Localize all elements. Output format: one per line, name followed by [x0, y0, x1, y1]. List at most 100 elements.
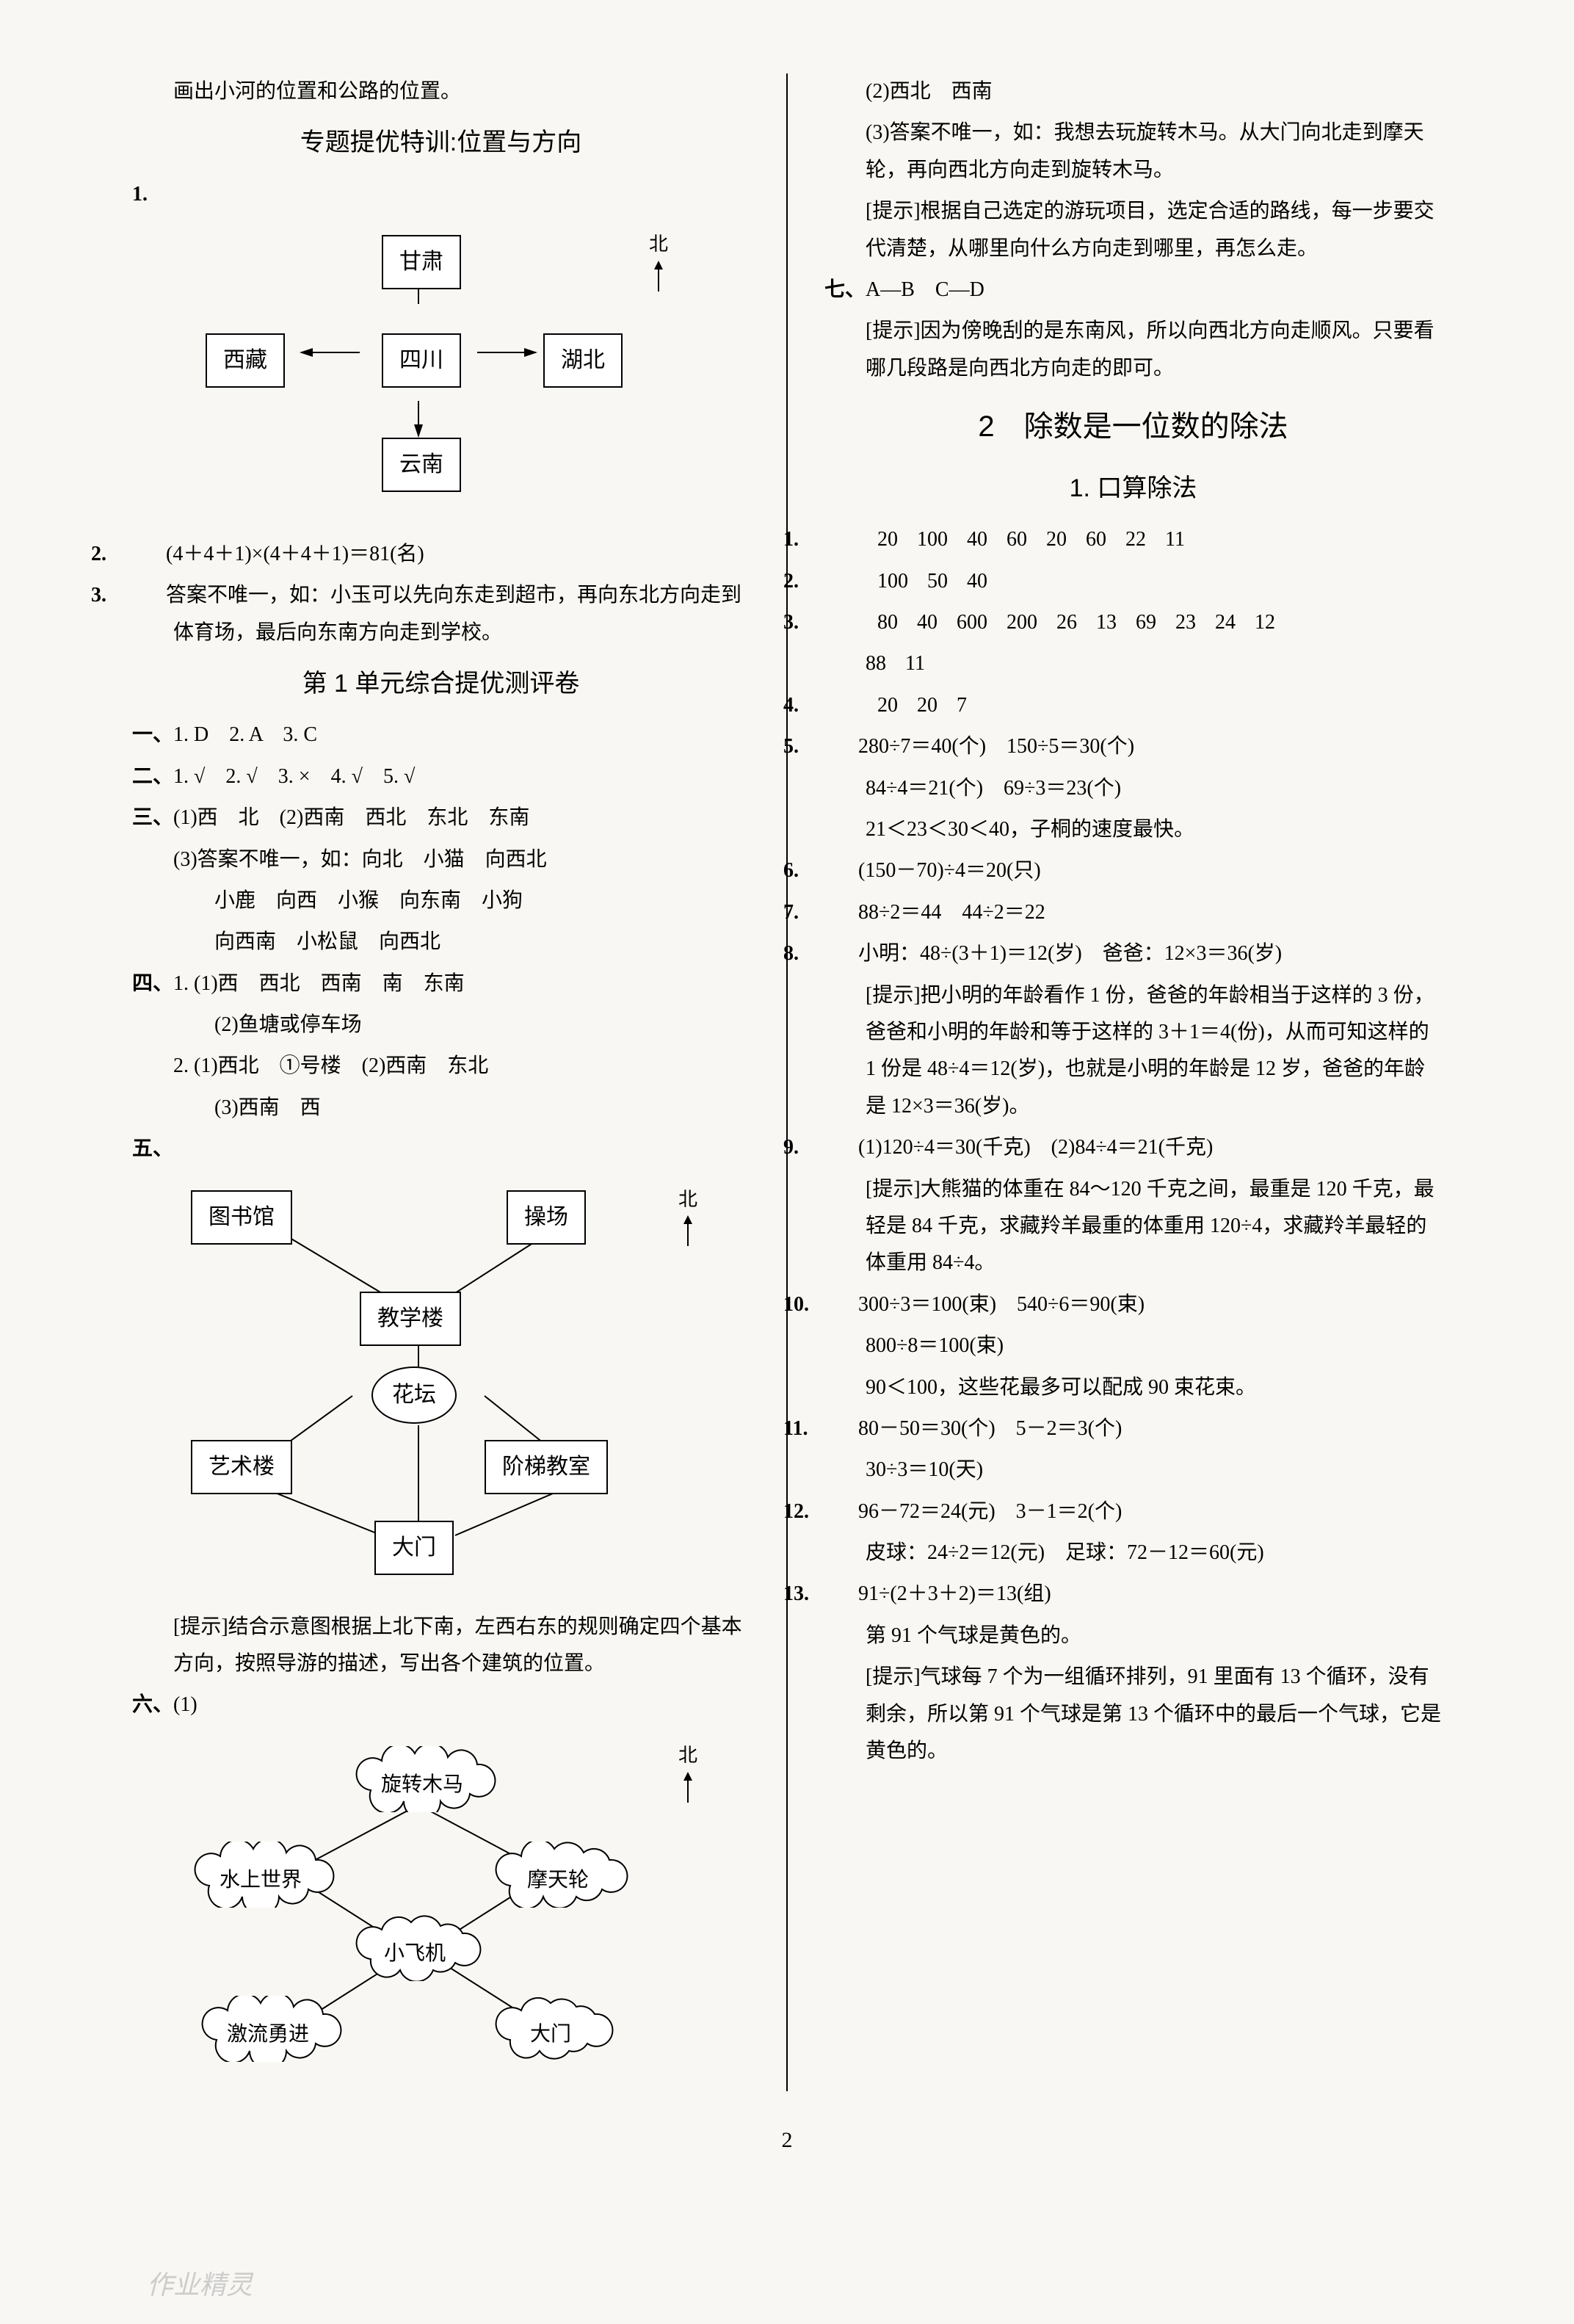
left-column: 画出小河的位置和公路的位置。 专题提优特训:位置与方向 1. 甘肃 西藏 四川 … — [132, 73, 750, 2091]
rq2-v2: 40 — [967, 570, 987, 593]
sec1: 一、1. D 2. A 3. C — [132, 717, 750, 753]
rq11-l1: 11.80－50＝30(个) 5－2＝3(个) — [824, 1411, 1442, 1447]
sec5-gate: 大门 — [374, 1521, 454, 1575]
sec6-br-label: 大门 — [485, 2016, 617, 2053]
rq4-v1: 20 — [917, 694, 937, 717]
sec2-i2: 3. × — [278, 765, 311, 788]
rq9-t1: (1)120÷4＝30(千克) (2)84÷4＝21(千克) — [858, 1136, 1213, 1159]
sec6-r: 摩天轮 — [485, 1842, 631, 1920]
rq3-v2: 600 — [957, 611, 987, 634]
rq7-num: 7. — [824, 894, 858, 931]
north-arrow-icon-5 — [687, 1217, 689, 1246]
rq3-v1: 40 — [917, 611, 937, 634]
q1-num: 1. — [132, 176, 166, 213]
rq3-v3: 200 — [1007, 611, 1037, 634]
sec2-i4: 5. √ — [383, 765, 415, 788]
q1-node-top: 甘肃 — [382, 235, 461, 289]
rq3-v0: 80 — [877, 611, 898, 634]
q2-num: 2. — [132, 536, 166, 573]
chapter-title: 2 除数是一位数的除法 — [824, 400, 1442, 453]
sec6-sub1: (1) — [173, 1693, 197, 1716]
rq13-num: 13. — [824, 1576, 858, 1612]
rq3-num: 3. — [824, 604, 858, 641]
sec4-l1: 四、1. (1)西 西北 西南 南 东南 — [132, 966, 750, 1002]
sec5-tl: 图书馆 — [191, 1190, 292, 1245]
sec6-l: 水上世界 — [184, 1842, 338, 1920]
page-columns: 画出小河的位置和公路的位置。 专题提优特训:位置与方向 1. 甘肃 西藏 四川 … — [132, 73, 1442, 2091]
rq4-num: 4. — [824, 687, 858, 724]
rq8-num: 8. — [824, 935, 858, 972]
rq1-v2: 40 — [967, 528, 987, 551]
rq13-t1: 91÷(2＋3＋2)＝13(组) — [858, 1582, 1051, 1605]
q1-diagram: 甘肃 西藏 四川 湖北 云南 北 — [176, 228, 661, 521]
rq3-v4: 26 — [1056, 611, 1077, 634]
rq4: 4. 20 20 7 — [824, 687, 1442, 724]
rq11-l2: 30÷3＝10(天) — [824, 1452, 1442, 1488]
sec3-label: 三、 — [132, 800, 173, 836]
r-l2: (3)答案不唯一，如：我想去玩旋转木马。从大门向北走到摩天轮，再向西北方向走到旋… — [824, 115, 1442, 189]
sec4-label: 四、 — [132, 966, 173, 1002]
sec3-l4: 向西南 小松鼠 向西北 — [132, 924, 750, 960]
sec2-i0: 1. √ — [173, 765, 205, 788]
sec4-l3: 2. (1)西北 ①号楼 (2)西南 东北 — [132, 1048, 750, 1085]
sec2-label: 二、 — [132, 759, 173, 795]
sec1-i2: 3. C — [283, 723, 317, 746]
rq1: 1.20100406020602211 — [824, 521, 1442, 558]
rq9-num: 9. — [824, 1129, 858, 1166]
sec6-c-label: 小飞机 — [345, 1936, 485, 1972]
sec7-l2: [提示]因为傍晚刮的是东南风，所以向西北方向走顺风。只要看哪几段路是向西北方向走… — [824, 313, 1442, 387]
q3: 3.答案不唯一，如：小玉可以先向东走到超市，再向东北方向走到体育场，最后向东南方… — [132, 577, 750, 651]
rq1-v4: 20 — [1046, 528, 1067, 551]
sec1-label: 一、 — [132, 717, 173, 753]
rq7-t: 88÷2＝44 44÷2＝22 — [858, 901, 1045, 924]
sec6-c: 小飞机 — [345, 1915, 485, 1994]
sec6-top: 旋转木马 — [345, 1746, 499, 1825]
rq12-t1: 96－72＝24(元) 3－1＝2(个) — [858, 1500, 1122, 1523]
rq1-v5: 60 — [1086, 528, 1106, 551]
rq1-v0: 20 — [877, 528, 898, 551]
rq5-t1: 280÷7＝40(个) 150÷5＝30(个) — [858, 735, 1134, 758]
sec6-row: 六、(1) — [132, 1687, 750, 1723]
rq10-l1: 10.300÷3＝100(束) 540÷6＝90(束) — [824, 1286, 1442, 1323]
sec6-top-label: 旋转木马 — [345, 1767, 499, 1803]
sec2-i1: 2. √ — [225, 765, 257, 788]
sec6-north: 北 — [678, 1739, 697, 1803]
unit-title: 第 1 单元综合提优测评卷 — [132, 662, 750, 706]
sec5-bl: 艺术楼 — [191, 1440, 292, 1494]
rq4-v0: 20 — [877, 694, 898, 717]
q1-node-center: 四川 — [382, 333, 461, 388]
rq10-l3: 90＜100，这些花最多可以配成 90 束花束。 — [824, 1369, 1442, 1406]
rq3-v7: 23 — [1175, 611, 1196, 634]
sec6-bl: 激流勇进 — [191, 1996, 345, 2074]
right-column: (2)西北 西南 (3)答案不唯一，如：我想去玩旋转木马。从大门向北走到摩天轮，… — [824, 73, 1442, 2091]
north-label-5: 北 — [678, 1183, 697, 1217]
sec5-north: 北 — [678, 1183, 697, 1247]
page-number: 2 — [132, 2121, 1442, 2160]
r-l3: [提示]根据自己选定的游玩项目，选定合适的路线，每一步要交代清楚，从哪里向什么方… — [824, 193, 1442, 267]
rq5-l1: 5.280÷7＝40(个) 150÷5＝30(个) — [824, 728, 1442, 765]
column-divider — [786, 73, 788, 2091]
rq13-l2: 第 91 个气球是黄色的。 — [824, 1618, 1442, 1654]
rq5-l3: 21＜23＜30＜40，子桐的速度最快。 — [824, 811, 1442, 848]
rq10-t1: 300÷3＝100(束) 540÷6＝90(束) — [858, 1293, 1145, 1316]
sub-title: 1. 口算除法 — [824, 466, 1442, 511]
rq5-num: 5. — [824, 728, 858, 765]
rq12-l2: 皮球：24÷2＝12(元) 足球：72－12＝60(元) — [824, 1535, 1442, 1571]
rq6-num: 6. — [824, 853, 858, 889]
rq4-v2: 7 — [957, 694, 967, 717]
rq7: 7.88÷2＝44 44÷2＝22 — [824, 894, 1442, 931]
north-label-6: 北 — [678, 1739, 697, 1773]
rq3b: 8811 — [824, 645, 1442, 682]
rq13-hint: [提示]气球每 7 个为一组循环排列，91 里面有 13 个循环，没有剩余，所以… — [824, 1659, 1442, 1770]
sec6-r-label: 摩天轮 — [485, 1862, 631, 1899]
rq13-l1: 13.91÷(2＋3＋2)＝13(组) — [824, 1576, 1442, 1612]
north-arrow-icon — [658, 262, 659, 292]
r-l1: (2)西北 西南 — [824, 73, 1442, 110]
sec5-diagram: 图书馆 操场 教学楼 花坛 艺术楼 阶梯教室 大门 北 — [162, 1183, 690, 1594]
q3-text: 答案不唯一，如：小玉可以先向东走到超市，再向东北方向走到体育场，最后向东南方向走… — [166, 584, 741, 643]
sec6-br: 大门 — [485, 1996, 617, 2074]
rq2: 2.1005040 — [824, 563, 1442, 600]
q1-node-left: 西藏 — [206, 333, 285, 388]
rq9-hint: [提示]大熊猫的体重在 84～120 千克之间，最重是 120 千克，最轻是 8… — [824, 1171, 1442, 1282]
rq8-hint: [提示]把小明的年龄看作 1 份，爸爸的年龄相当于这样的 3 份，爸爸和小明的年… — [824, 977, 1442, 1126]
